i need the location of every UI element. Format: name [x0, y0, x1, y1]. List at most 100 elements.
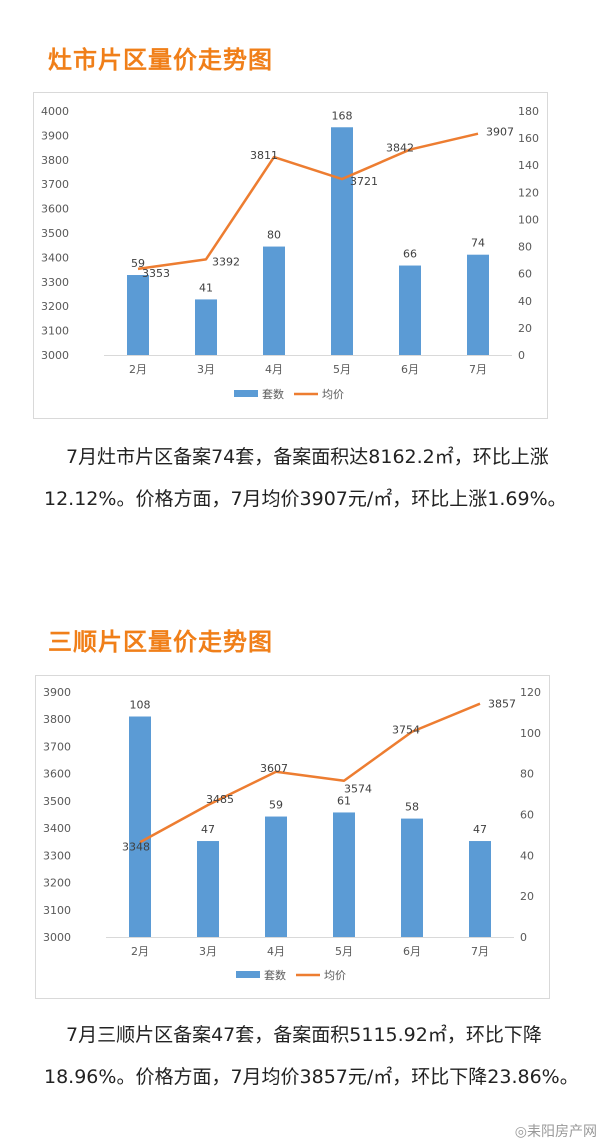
- left-axis-tick-label: 3600: [43, 768, 71, 781]
- right-axis-tick-label: 60: [518, 268, 532, 281]
- bar: [195, 299, 217, 355]
- bar: [333, 812, 355, 937]
- chart-2-container: 3000 3100 3200 3300 3400 3500 3600 3700 3800 3900…: [35, 675, 550, 999]
- right-axis-tick-label: 0: [518, 349, 525, 362]
- right-axis-tick-label: 100: [518, 213, 539, 226]
- left-axis-tick-label: 3500: [43, 795, 71, 808]
- x-axis-tick-label: 4月: [265, 363, 283, 376]
- right-axis-tick-label: 120: [518, 186, 539, 199]
- left-axis-tick-label: 3300: [41, 276, 69, 289]
- line-data-label: 3353: [142, 267, 170, 280]
- bar-data-label: 80: [267, 229, 281, 242]
- left-axis-tick-label: 3900: [43, 686, 71, 699]
- line-data-label: 3721: [350, 175, 378, 188]
- line-data-label: 3842: [386, 142, 414, 155]
- line-data-label: 3392: [212, 255, 240, 268]
- section-title: 三顺片区量价走势图: [48, 628, 273, 656]
- x-axis-tick-label: 5月: [333, 363, 351, 376]
- line-data-label: 3574: [344, 783, 372, 796]
- section-paragraph: 7月灶市片区备案74套，备案面积达8162.2㎡，环比上涨12.12%。价格方面…: [44, 446, 567, 510]
- left-axis-tick-label: 3800: [43, 713, 71, 726]
- bar: [263, 246, 285, 355]
- line-data-label: 3811: [250, 149, 278, 162]
- right-axis-tick-label: 60: [520, 809, 534, 822]
- right-axis-tick-label: 40: [520, 849, 534, 862]
- right-axis-tick-label: 80: [520, 768, 534, 781]
- legend-bar-swatch: [234, 390, 258, 397]
- bar: [401, 818, 423, 937]
- right-axis-tick-label: 160: [518, 132, 539, 145]
- left-axis-tick-label: 3000: [43, 931, 71, 944]
- legend-bar-label: 套数: [264, 969, 286, 982]
- x-axis-tick-label: 3月: [199, 945, 217, 958]
- line-data-label: 3857: [488, 698, 516, 711]
- bar: [265, 816, 287, 937]
- left-axis-tick-label: 3100: [41, 325, 69, 338]
- left-axis-tick-label: 3300: [43, 849, 71, 862]
- line-data-label: 3607: [260, 762, 288, 775]
- right-axis-tick-label: 120: [520, 686, 541, 699]
- left-axis-tick-label: 3100: [43, 904, 71, 917]
- left-axis-tick-label: 3400: [41, 251, 69, 264]
- price-line: [137, 132, 479, 271]
- line-data-label: 3485: [206, 793, 234, 806]
- bar: [467, 254, 489, 355]
- right-axis-tick-label: 180: [518, 105, 539, 118]
- bar: [127, 275, 149, 355]
- bar: [197, 841, 219, 937]
- x-axis-tick-label: 2月: [131, 945, 149, 958]
- left-axis-tick-label: 4000: [41, 105, 69, 118]
- x-axis-tick-label: 6月: [401, 363, 419, 376]
- x-axis-tick-label: 7月: [471, 945, 489, 958]
- left-axis-tick-label: 3200: [43, 877, 71, 890]
- legend-bar-label: 套数: [262, 388, 284, 401]
- right-axis-tick-label: 20: [520, 890, 534, 903]
- left-axis-tick-label: 3900: [41, 129, 69, 142]
- bar-data-label: 61: [337, 794, 351, 807]
- right-axis-tick-label: 40: [518, 295, 532, 308]
- bar: [129, 716, 151, 937]
- bar: [469, 841, 491, 937]
- bar-data-label: 74: [471, 237, 485, 250]
- legend-line-label: 均价: [322, 388, 344, 401]
- bar-data-label: 41: [199, 281, 213, 294]
- bar-data-label: 108: [130, 699, 151, 712]
- left-axis-tick-label: 3700: [41, 178, 69, 191]
- left-axis-tick-label: 3800: [41, 154, 69, 167]
- bar-data-label: 47: [473, 823, 487, 836]
- chart-1-container: 3000 3100 3200 3300 3400 3500 3600 3700 3800 3900…: [33, 92, 548, 419]
- line-data-label: 3907: [486, 126, 514, 139]
- bar: [331, 127, 353, 355]
- bar-data-label: 58: [405, 801, 419, 814]
- legend-line-label: 均价: [324, 969, 346, 982]
- right-axis-tick-label: 0: [520, 931, 527, 944]
- bar-data-label: 59: [269, 799, 283, 812]
- right-axis-tick-label: 100: [520, 727, 541, 740]
- section-paragraph: 7月三顺片区备案47套，备案面积5115.92㎡，环比下降18.96%。价格方面…: [44, 1024, 579, 1088]
- right-axis-tick-label: 140: [518, 159, 539, 172]
- bar-data-label: 168: [332, 109, 353, 122]
- left-axis-tick-label: 3200: [41, 300, 69, 313]
- watermark: ◎耒阳房产网: [514, 1124, 597, 1140]
- bar-data-label: 47: [201, 823, 215, 836]
- left-axis-tick-label: 3600: [41, 203, 69, 216]
- x-axis-tick-label: 5月: [335, 945, 353, 958]
- left-axis-tick-label: 3000: [41, 349, 69, 362]
- price-line: [139, 702, 481, 844]
- line-data-label: 3754: [392, 724, 420, 737]
- x-axis-tick-label: 7月: [469, 363, 487, 376]
- x-axis-tick-label: 2月: [129, 363, 147, 376]
- bar-data-label: 59: [131, 257, 145, 270]
- price-volume-chart-1: 3000 3100 3200 3300 3400 3500 3600 3700 3800 3900…: [41, 105, 539, 401]
- bar-data-label: 66: [403, 248, 417, 261]
- right-axis-tick-label: 20: [518, 322, 532, 335]
- left-axis-tick-label: 3500: [41, 227, 69, 240]
- price-volume-chart-2: 3000 3100 3200 3300 3400 3500 3600 3700 3800 3900…: [43, 686, 541, 982]
- bar: [399, 265, 421, 355]
- x-axis-tick-label: 6月: [403, 945, 421, 958]
- left-axis-tick-label: 3700: [43, 740, 71, 753]
- x-axis-tick-label: 4月: [267, 945, 285, 958]
- left-axis-tick-label: 3400: [43, 822, 71, 835]
- right-axis-tick-label: 80: [518, 241, 532, 254]
- legend-bar-swatch: [236, 971, 260, 978]
